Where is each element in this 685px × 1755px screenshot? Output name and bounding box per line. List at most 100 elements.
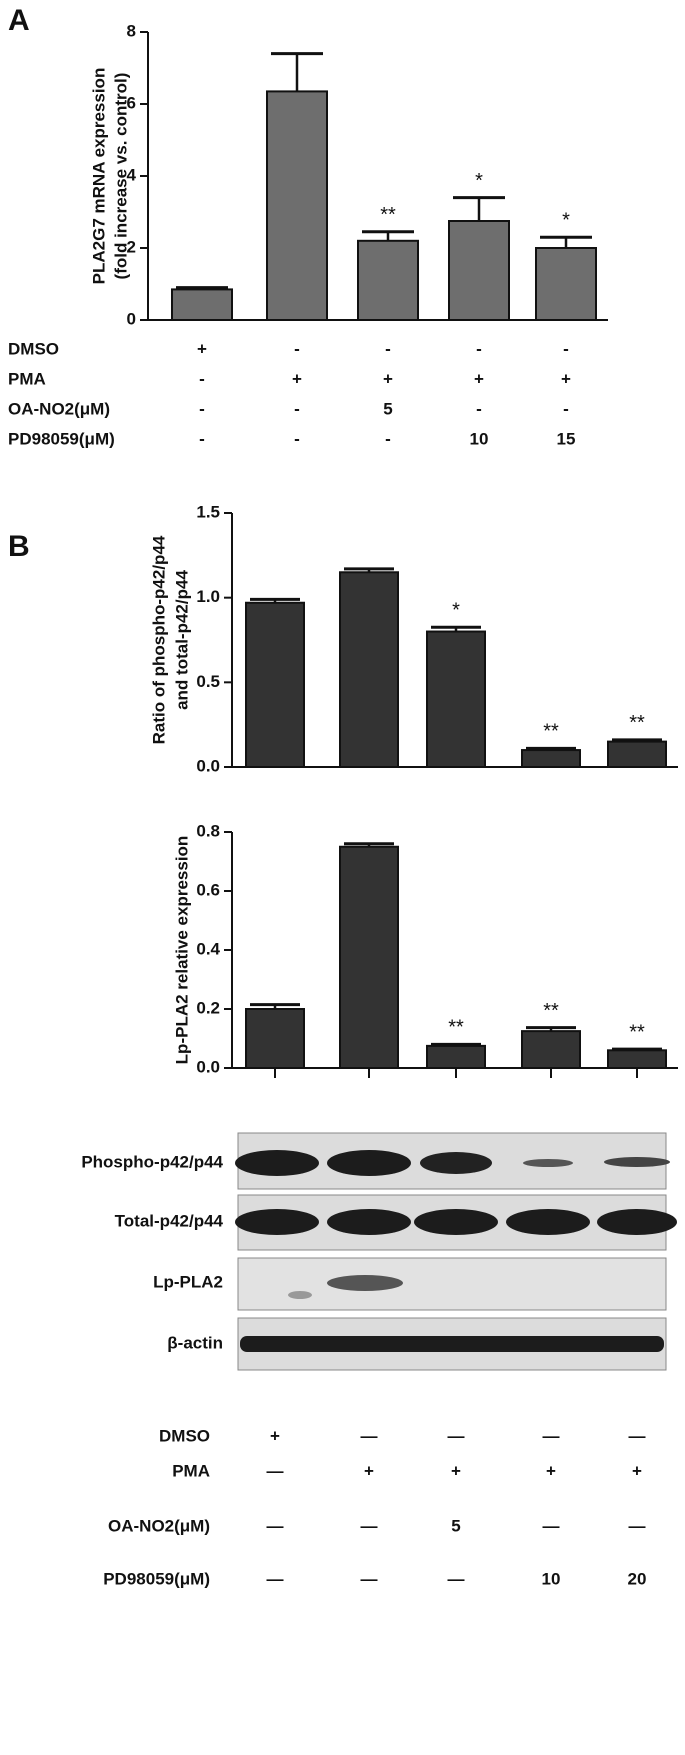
- bar: [245, 1008, 305, 1069]
- treatment-value: 20: [628, 1569, 647, 1588]
- treatment-value: —: [267, 1516, 284, 1535]
- y-tick-label: 0.6: [196, 880, 220, 899]
- bar: [607, 740, 667, 768]
- treatment-label: PMA: [8, 369, 46, 388]
- treatment-value: -: [294, 339, 300, 358]
- panel-label: B: [8, 530, 30, 563]
- bar: [607, 1049, 667, 1070]
- treatment-value: —: [361, 1516, 378, 1535]
- band: [414, 1209, 498, 1235]
- treatment-value: —: [448, 1426, 465, 1445]
- band: [523, 1159, 573, 1167]
- treatment-value: —: [543, 1516, 560, 1535]
- bar: [245, 601, 305, 768]
- treatment-label: PD98059(μM): [8, 429, 115, 448]
- treatment-value: —: [629, 1426, 646, 1445]
- y-tick-label: 0.4: [196, 939, 220, 958]
- treatment-value: -: [385, 429, 391, 448]
- significance: **: [629, 1021, 645, 1043]
- panel-label: A: [8, 4, 30, 37]
- treatment-value: 15: [557, 429, 576, 448]
- treatment-value: -: [294, 399, 300, 418]
- treatment-value: —: [267, 1569, 284, 1588]
- treatment-value: —: [361, 1426, 378, 1445]
- y-axis-label: Ratio of phospho-p42/p44: [149, 535, 168, 744]
- band: [604, 1157, 670, 1167]
- significance: *: [475, 170, 483, 192]
- y-axis-label: and total-p42/p44: [172, 570, 191, 710]
- blot-label: Total-p42/p44: [115, 1211, 224, 1230]
- band: [506, 1209, 590, 1235]
- band: [327, 1275, 403, 1291]
- y-axis-label: (fold increase vs. control): [111, 73, 130, 280]
- treatment-label: PD98059(μM): [103, 1569, 210, 1588]
- y-tick-label: 4: [127, 165, 137, 184]
- y-tick-label: 2: [127, 237, 136, 256]
- blot-label: Phospho-p42/p44: [81, 1152, 223, 1171]
- treatment-value: +: [546, 1461, 556, 1480]
- significance: *: [452, 600, 460, 622]
- band: [327, 1150, 411, 1176]
- y-tick-label: 6: [127, 93, 136, 112]
- treatment-value: +: [451, 1461, 461, 1480]
- significance: **: [380, 204, 396, 226]
- significance: *: [562, 209, 570, 231]
- treatment-label: PMA: [172, 1461, 210, 1480]
- band: [240, 1336, 664, 1352]
- bar: [521, 749, 581, 768]
- treatment-label: DMSO: [159, 1426, 210, 1445]
- treatment-value: -: [294, 429, 300, 448]
- treatment-label: OA-NO2(μM): [8, 399, 110, 418]
- y-tick-label: 0.0: [196, 1057, 220, 1076]
- treatment-value: —: [267, 1461, 284, 1480]
- treatment-value: -: [385, 339, 391, 358]
- band: [235, 1150, 319, 1176]
- treatment-value: —: [448, 1569, 465, 1588]
- band: [597, 1209, 677, 1235]
- treatment-value: 10: [470, 429, 489, 448]
- y-tick-label: 0.0: [196, 756, 220, 775]
- treatment-label: OA-NO2(μM): [108, 1516, 210, 1535]
- significance: **: [448, 1017, 464, 1039]
- treatment-value: -: [199, 429, 205, 448]
- treatment-value: +: [270, 1426, 280, 1445]
- bar: [266, 90, 328, 322]
- bar: [339, 845, 399, 1069]
- treatment-value: -: [563, 339, 569, 358]
- y-tick-label: 1.0: [196, 587, 220, 606]
- treatment-value: +: [292, 369, 302, 388]
- treatment-value: +: [364, 1461, 374, 1480]
- treatment-value: +: [561, 369, 571, 388]
- bar: [171, 288, 233, 321]
- treatment-value: 5: [383, 399, 392, 418]
- bar: [535, 247, 597, 321]
- blot-label: Lp-PLA2: [153, 1272, 223, 1291]
- treatment-label: DMSO: [8, 339, 59, 358]
- y-tick-label: 0.2: [196, 998, 220, 1017]
- bar: [448, 220, 510, 321]
- treatment-value: 5: [451, 1516, 460, 1535]
- treatment-value: —: [629, 1516, 646, 1535]
- bar: [357, 239, 419, 321]
- blot-strip: [237, 1257, 667, 1311]
- bar: [426, 1044, 486, 1069]
- y-tick-label: 1.5: [196, 502, 220, 521]
- treatment-value: -: [199, 399, 205, 418]
- band: [235, 1209, 319, 1235]
- treatment-value: -: [476, 339, 482, 358]
- significance: **: [629, 712, 645, 734]
- y-tick-label: 0.8: [196, 821, 220, 840]
- y-axis-label: Lp-PLA2 relative expression: [172, 836, 191, 1065]
- bar: [426, 630, 486, 768]
- band: [288, 1291, 312, 1299]
- treatment-value: +: [632, 1461, 642, 1480]
- band: [420, 1152, 492, 1174]
- significance: **: [543, 721, 559, 743]
- band: [327, 1209, 411, 1235]
- treatment-value: +: [383, 369, 393, 388]
- y-tick-label: 0: [127, 309, 136, 328]
- y-axis-label: PLA2G7 mRNA expression: [89, 68, 108, 285]
- treatment-value: 10: [542, 1569, 561, 1588]
- y-tick-label: 8: [127, 21, 136, 40]
